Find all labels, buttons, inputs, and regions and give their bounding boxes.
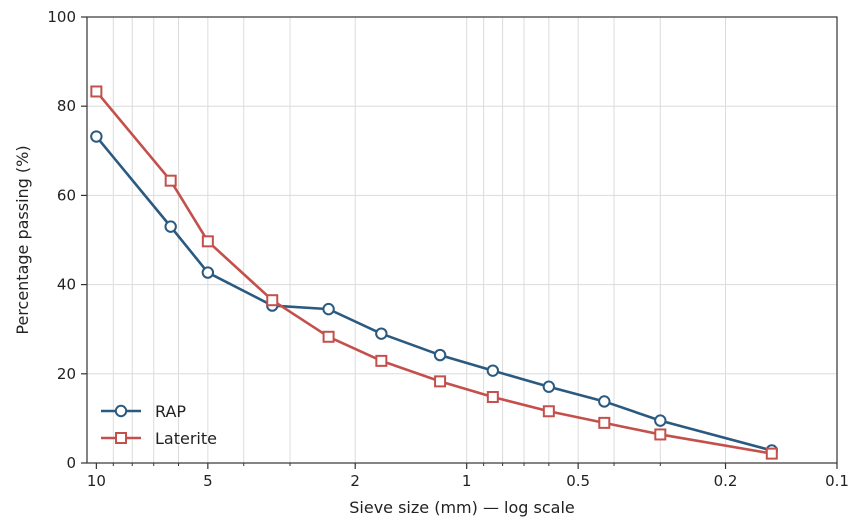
data-point bbox=[486, 364, 500, 377]
data-point bbox=[598, 416, 611, 429]
y-tick-label: 80 bbox=[57, 97, 76, 115]
legend: RAP Laterite bbox=[101, 402, 217, 448]
x-tick-label: 0.1 bbox=[825, 472, 849, 490]
data-point bbox=[201, 266, 215, 279]
legend-marker bbox=[115, 432, 127, 444]
legend-label: Laterite bbox=[155, 429, 217, 448]
y-tick-label: 0 bbox=[66, 454, 76, 472]
data-point bbox=[434, 375, 447, 388]
series-layer bbox=[90, 85, 778, 460]
data-point bbox=[164, 174, 177, 187]
data-point bbox=[90, 130, 103, 143]
data-point bbox=[765, 447, 778, 460]
series-line bbox=[95, 90, 773, 455]
data-point bbox=[486, 390, 499, 403]
data-point bbox=[433, 348, 447, 362]
y-tick-label: 20 bbox=[57, 365, 76, 383]
plot-frame bbox=[86, 16, 838, 464]
y-tick-label: 100 bbox=[47, 8, 76, 26]
x-tick-label: 5 bbox=[203, 472, 213, 490]
series-line bbox=[95, 135, 773, 452]
data-point bbox=[322, 330, 335, 343]
data-point bbox=[266, 294, 279, 307]
data-point bbox=[542, 380, 556, 393]
data-point bbox=[375, 354, 388, 367]
data-point bbox=[654, 414, 667, 427]
y-tick-label: 60 bbox=[57, 186, 76, 204]
data-point bbox=[375, 327, 388, 340]
y-tick-label: 40 bbox=[57, 276, 76, 294]
x-tick-label: 10 bbox=[87, 472, 106, 490]
data-point bbox=[90, 85, 103, 98]
legend-marker bbox=[114, 404, 128, 418]
data-point bbox=[164, 220, 177, 233]
x-tick-label: 2 bbox=[350, 472, 360, 490]
x-tick-label: 1 bbox=[462, 472, 472, 490]
x-tick-label: 0.2 bbox=[714, 472, 738, 490]
legend-item: Laterite bbox=[101, 429, 217, 448]
axis-ticks: 10 5 2 1 0.5 0.2 0.1 0 20 40 60 80 100 bbox=[47, 8, 849, 490]
grid-lines bbox=[87, 16, 838, 464]
legend-item: RAP bbox=[101, 402, 186, 421]
y-axis-title: Percentage passing (%) bbox=[13, 145, 32, 334]
x-tick-label: 0.5 bbox=[566, 472, 590, 490]
data-point bbox=[322, 302, 335, 316]
data-point bbox=[542, 405, 555, 418]
data-point bbox=[201, 235, 214, 248]
series-rap bbox=[90, 130, 778, 457]
x-axis-title: Sieve size (mm) — log scale bbox=[349, 498, 574, 517]
data-point bbox=[598, 395, 611, 408]
data-point bbox=[654, 428, 667, 441]
legend-label: RAP bbox=[155, 402, 186, 421]
series-laterite bbox=[90, 85, 778, 460]
